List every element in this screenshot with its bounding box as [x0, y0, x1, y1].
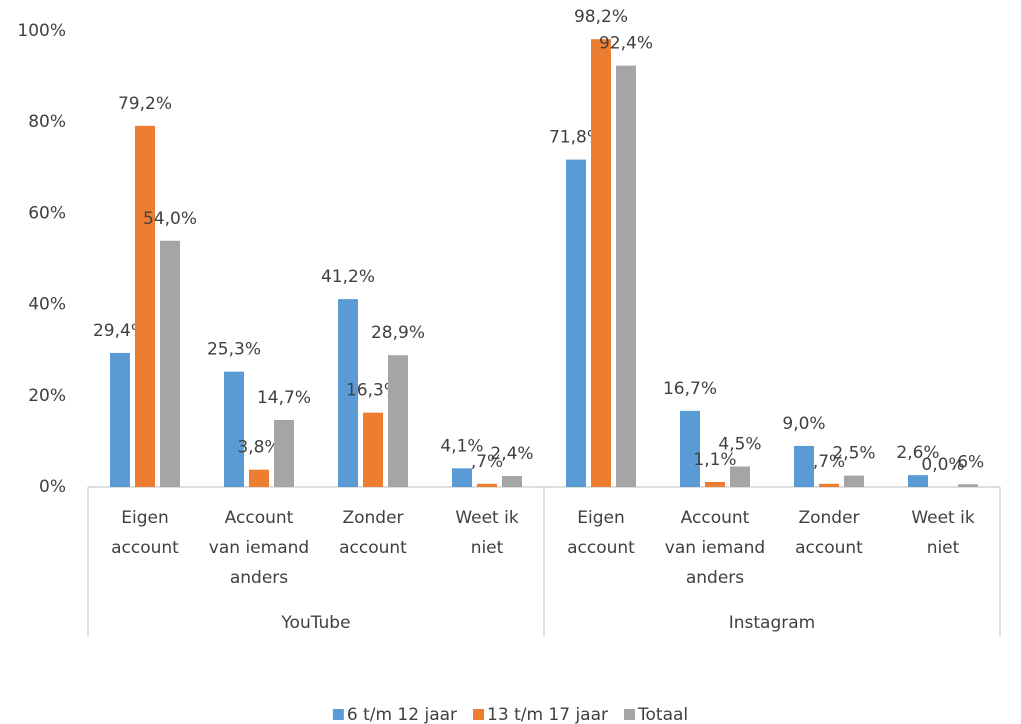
x-tick-line: Eigen [577, 508, 625, 528]
value-label: 2,4% [490, 444, 533, 464]
x-tick-line: Weet ik [911, 508, 975, 528]
x-tick-line: van iemand [209, 538, 309, 558]
y-tick-label: 40% [28, 295, 66, 315]
value-label: 71,8% [549, 128, 603, 148]
value-label: 92,4% [599, 34, 653, 54]
x-tick-label: Eigen account [111, 508, 179, 558]
bar [566, 159, 586, 488]
value-label: 0,0% [921, 455, 964, 475]
y-tick-label: 80% [28, 112, 66, 132]
value-label: 98,2% [574, 7, 628, 27]
bar [274, 419, 294, 487]
x-tick-line: Zonder [798, 508, 859, 528]
legend: 6 t/m 12 jaar 13 t/m 17 jaar Totaal [332, 705, 688, 724]
bar [502, 476, 522, 487]
bar [363, 412, 383, 487]
value-label: 2,6% [896, 443, 939, 463]
bar [680, 410, 700, 487]
legend-swatch [332, 709, 344, 720]
value-label: 79,2% [118, 94, 172, 114]
x-tick-line: Zonder [342, 508, 403, 528]
value-label: 28,9% [371, 323, 425, 343]
value-label: ,7% [471, 452, 503, 472]
value-label: 9,0% [782, 414, 825, 434]
value-label: 16,7% [663, 379, 717, 399]
value-label: 25,3% [207, 340, 261, 360]
bar [958, 484, 978, 487]
value-label: 4,1% [440, 436, 483, 456]
x-tick-label: Eigen account [567, 508, 635, 558]
x-tick-line: Account [681, 508, 750, 528]
legend-label: 6 t/m 12 jaar [347, 705, 457, 724]
legend-label: 13 t/m 17 jaar [487, 705, 608, 724]
x-tick-line: anders [686, 568, 744, 588]
bar [338, 299, 358, 487]
bar [616, 65, 636, 487]
x-tick-label: Weet ik niet [455, 508, 519, 558]
value-label: ,7% [813, 452, 845, 472]
bar [730, 466, 750, 487]
bar [388, 355, 408, 487]
x-tick-line: account [111, 538, 179, 558]
x-tick-line: account [795, 538, 863, 558]
legend-swatch [624, 709, 636, 720]
group-label: YouTube [280, 613, 350, 633]
x-tick-line: Eigen [121, 508, 169, 528]
value-label: 16,3% [346, 381, 400, 401]
value-label: 2,5% [832, 444, 875, 464]
value-label: 41,2% [321, 267, 375, 287]
bar [591, 39, 611, 487]
x-tick-label: Weet ik niet [911, 508, 975, 558]
bar [844, 475, 864, 487]
bar [908, 475, 928, 487]
x-tick-line: account [339, 538, 407, 558]
bar [249, 469, 269, 487]
group-label: Instagram [729, 613, 816, 633]
x-tick-line: Account [225, 508, 294, 528]
bar [224, 371, 244, 487]
value-label: 54,0% [143, 209, 197, 229]
bar [135, 125, 155, 488]
bar [705, 481, 725, 487]
bar [794, 445, 814, 487]
bar [819, 483, 839, 487]
bar [452, 468, 472, 487]
x-tick-label: Zonder account [339, 508, 407, 558]
y-tick-label: 0% [39, 477, 66, 497]
x-tick-line: anders [230, 568, 288, 588]
y-tick-label: 60% [28, 203, 66, 223]
value-label: ,6% [952, 452, 984, 472]
value-label: 3,8% [237, 438, 280, 458]
y-tick-label: 20% [28, 386, 66, 406]
legend-swatch [473, 709, 485, 720]
bar [110, 352, 130, 487]
bar [160, 240, 180, 487]
x-tick-line: account [567, 538, 635, 558]
legend-label: Totaal [637, 705, 688, 724]
x-tick-line: van iemand [665, 538, 765, 558]
x-tick-line: niet [927, 538, 960, 558]
x-tick-label: Account van iemand anders [209, 508, 309, 588]
x-tick-line: niet [471, 538, 504, 558]
x-tick-line: Weet ik [455, 508, 519, 528]
x-tick-label: Zonder account [795, 508, 863, 558]
value-label: 1,1% [693, 450, 736, 470]
value-label: 4,5% [718, 434, 761, 454]
y-tick-label: 100% [17, 21, 66, 41]
bar [477, 483, 497, 487]
value-label: 29,4% [93, 321, 147, 341]
value-label: 14,7% [257, 388, 311, 408]
x-tick-label: Account van iemand anders [665, 508, 765, 588]
